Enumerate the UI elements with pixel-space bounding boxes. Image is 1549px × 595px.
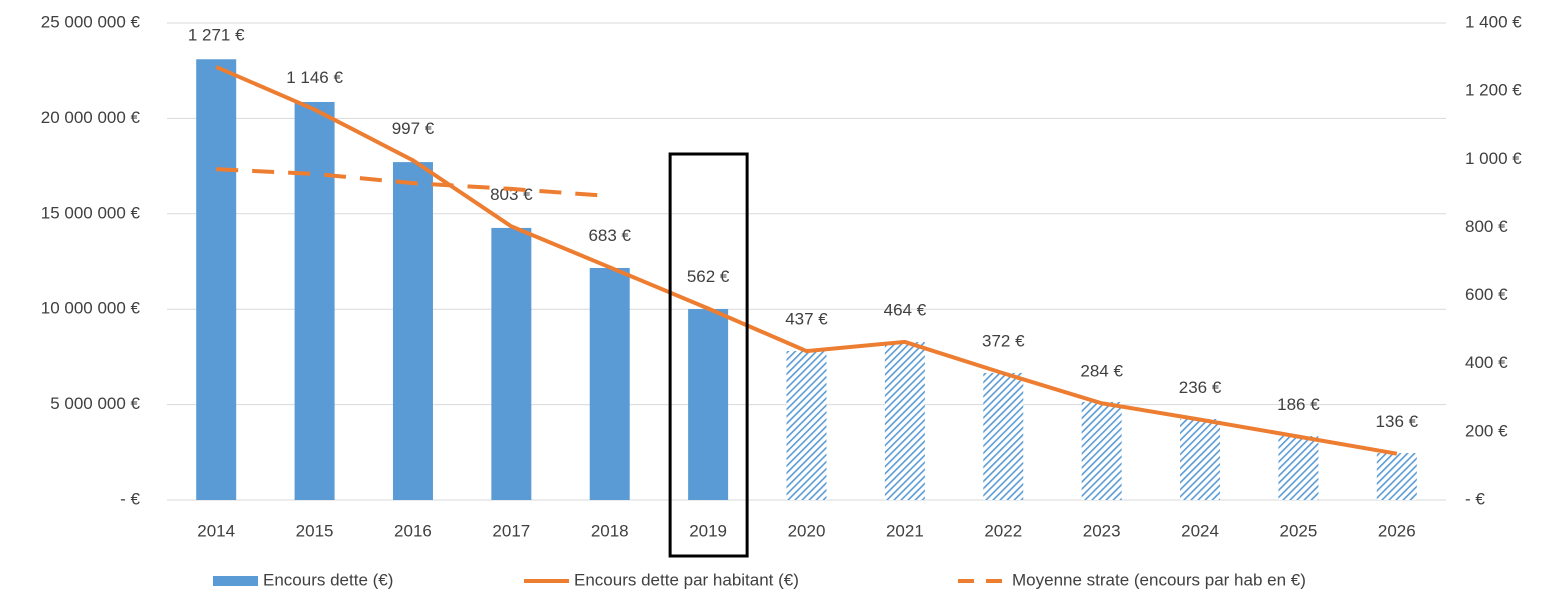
bar <box>392 162 433 500</box>
bar <box>1376 453 1417 500</box>
legend-label: Encours dette par habitant (€) <box>574 570 799 589</box>
legend-swatch <box>213 576 258 586</box>
y2-tick-label: 600 € <box>1465 285 1508 304</box>
x-tick-label: 2024 <box>1181 521 1219 540</box>
x-tick-label: 2025 <box>1280 521 1318 540</box>
y-tick-label: - € <box>120 489 140 508</box>
x-tick-label: 2022 <box>984 521 1022 540</box>
x-tick-label: 2014 <box>197 521 235 540</box>
data-label: 437 € <box>785 310 828 329</box>
highlight-box <box>668 152 749 558</box>
x-tick-label: 2015 <box>296 521 334 540</box>
bar <box>1180 418 1221 500</box>
data-label: 236 € <box>1179 378 1222 397</box>
bar <box>884 342 925 500</box>
y-tick-label: 15 000 000 € <box>41 203 141 222</box>
bar <box>196 59 237 500</box>
x-tick-label: 2018 <box>591 521 629 540</box>
data-label: 186 € <box>1277 395 1320 414</box>
bar <box>786 350 827 500</box>
data-label: 683 € <box>588 226 631 245</box>
dashed-line <box>216 167 610 199</box>
x-tick-label: 2020 <box>788 521 826 540</box>
x-tick-label: 2023 <box>1083 521 1121 540</box>
data-label: 136 € <box>1376 412 1419 431</box>
legend-label: Encours dette (€) <box>263 570 393 589</box>
bar <box>1081 401 1122 500</box>
y2-tick-label: - € <box>1465 489 1485 508</box>
y-tick-label: 5 000 000 € <box>50 394 140 413</box>
x-tick-label: 2016 <box>394 521 432 540</box>
x-tick-label: 2026 <box>1378 521 1416 540</box>
y-tick-label: 25 000 000 € <box>41 12 141 31</box>
y2-tick-label: 800 € <box>1465 217 1508 236</box>
data-label: 562 € <box>687 267 730 286</box>
data-label: 372 € <box>982 332 1025 351</box>
y2-tick-label: 1 400 € <box>1465 12 1522 31</box>
bar <box>294 101 335 500</box>
y2-tick-label: 400 € <box>1465 353 1508 372</box>
y-tick-label: 10 000 000 € <box>41 299 141 318</box>
data-label: 1 271 € <box>188 25 245 44</box>
data-label: 284 € <box>1080 362 1123 381</box>
bar <box>983 372 1024 500</box>
bar <box>589 267 630 500</box>
bar <box>688 309 729 500</box>
y-tick-label: 20 000 000 € <box>41 108 141 127</box>
y2-tick-label: 200 € <box>1465 421 1508 440</box>
bar <box>491 227 532 501</box>
legend-label: Moyenne strate (encours par hab en €) <box>1012 570 1306 589</box>
x-tick-label: 2019 <box>689 521 727 540</box>
bar <box>1278 436 1319 500</box>
x-tick-label: 2017 <box>492 521 530 540</box>
line <box>215 65 1398 456</box>
data-label: 1 146 € <box>286 68 343 87</box>
data-label: 464 € <box>884 300 927 319</box>
data-label: 997 € <box>392 119 435 138</box>
x-tick-label: 2021 <box>886 521 924 540</box>
y2-tick-label: 1 200 € <box>1465 81 1522 100</box>
y2-tick-label: 1 000 € <box>1465 149 1522 168</box>
